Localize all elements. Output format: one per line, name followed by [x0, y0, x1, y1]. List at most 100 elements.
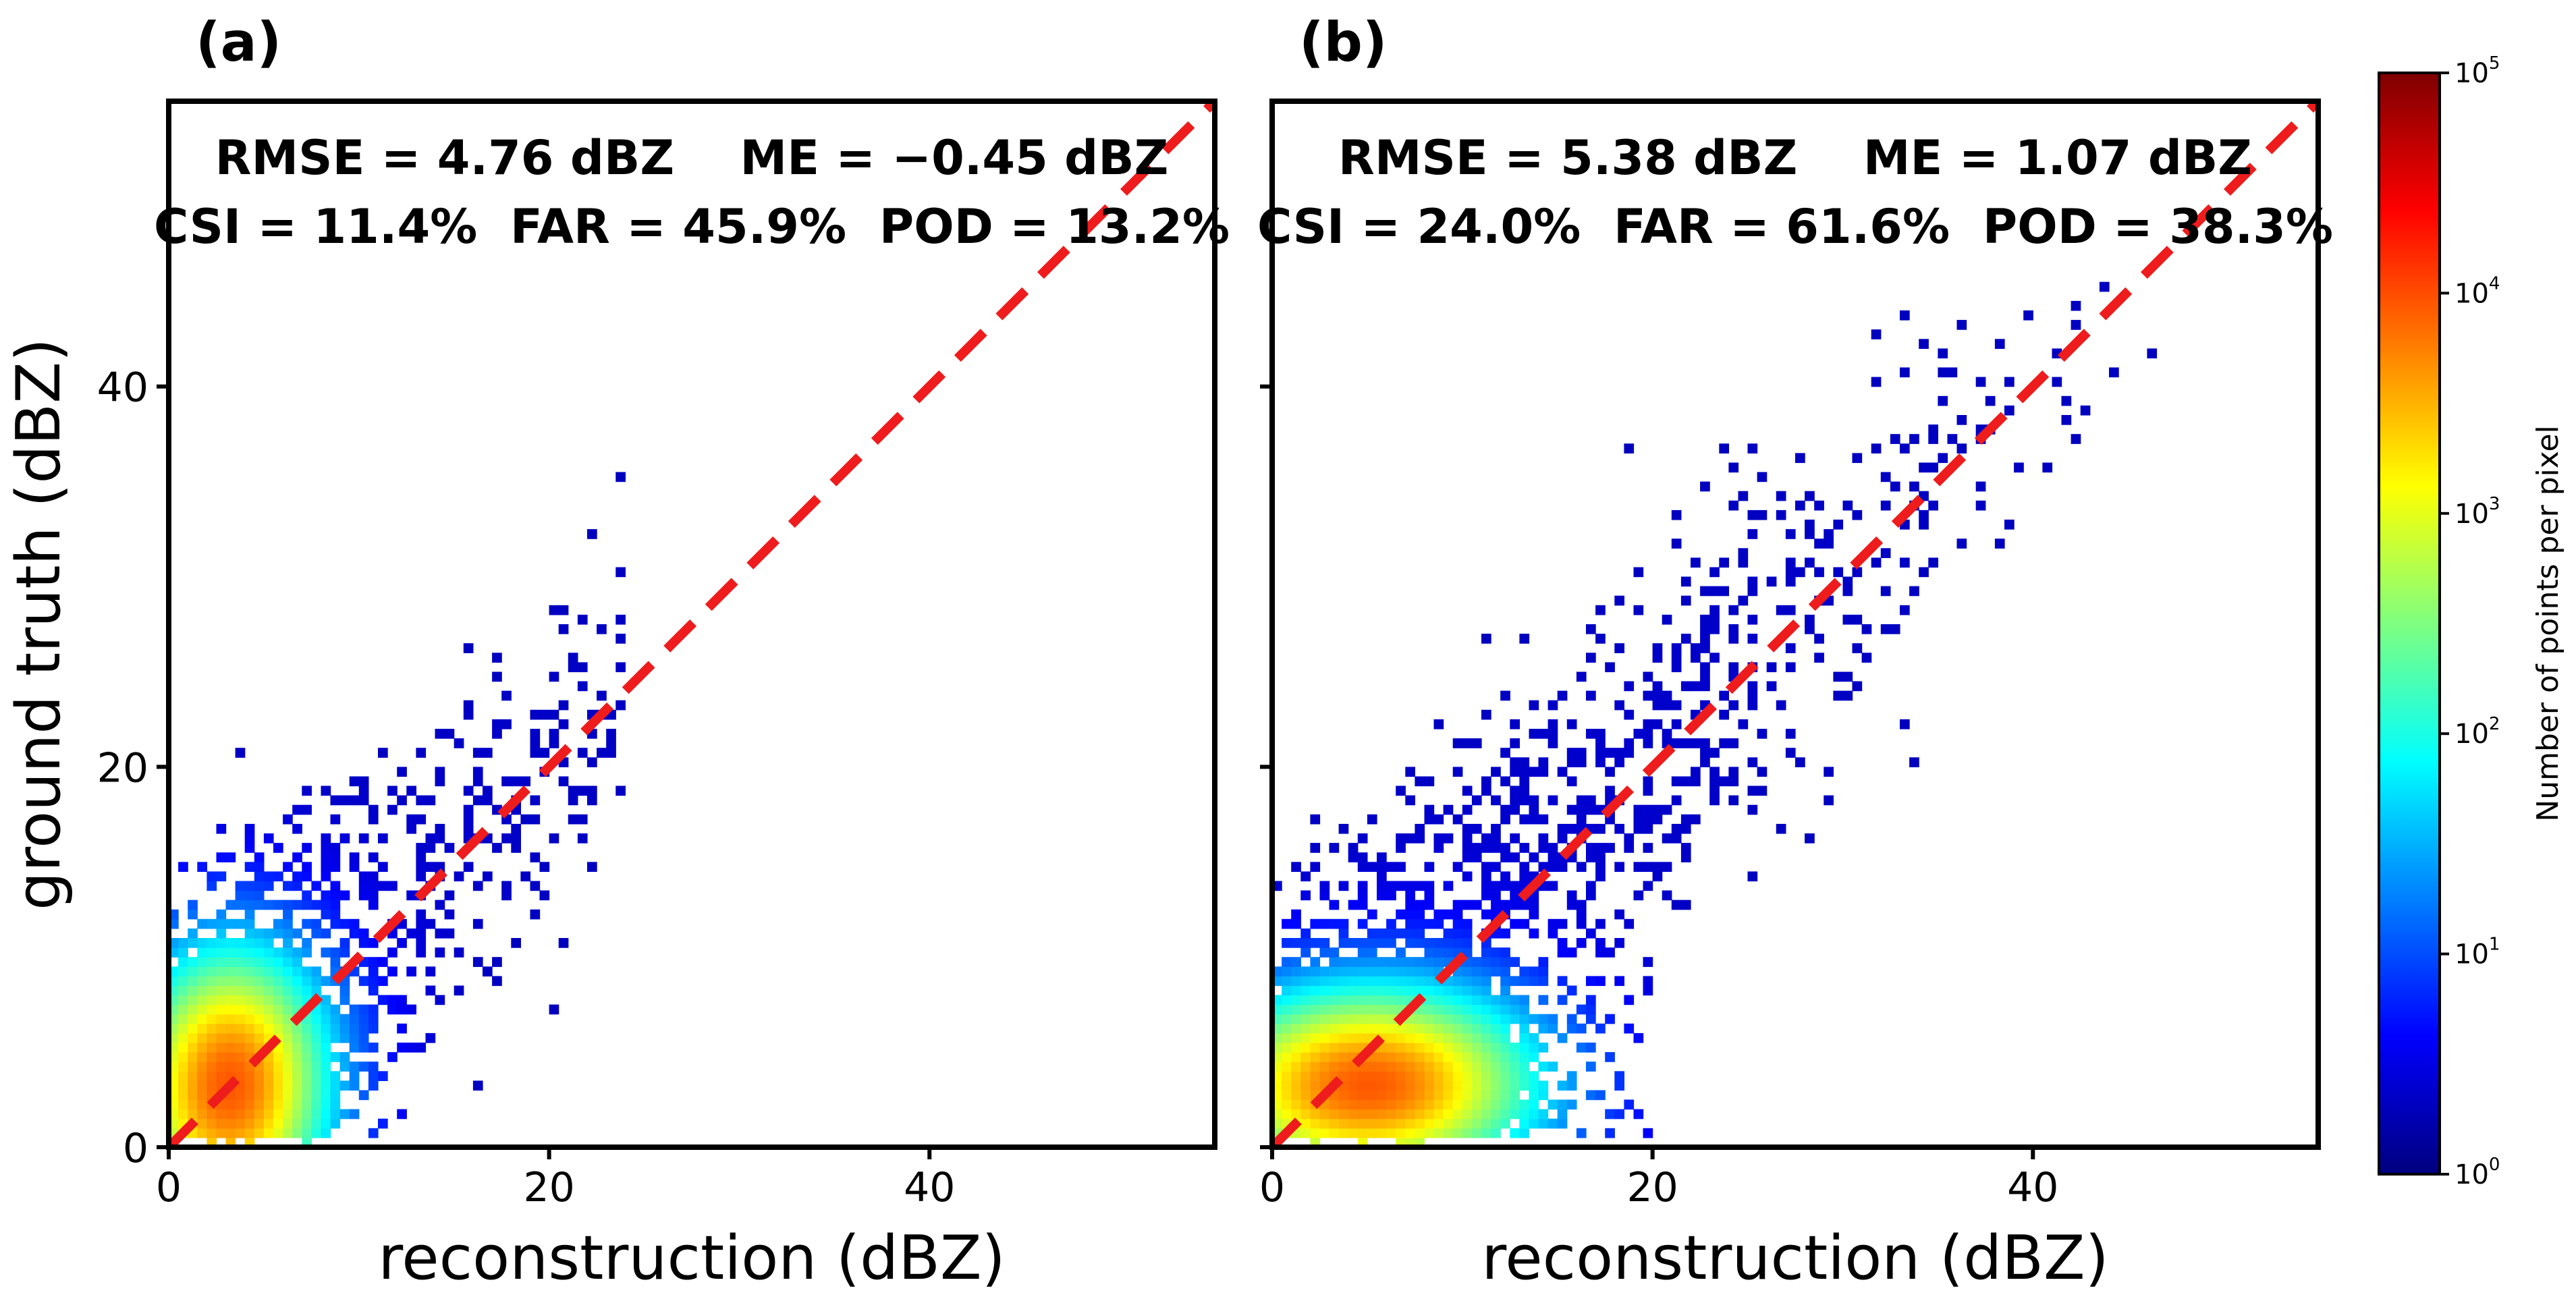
heatmap-cell [1700, 481, 1710, 492]
heatmap-cell [1348, 843, 1359, 853]
heatmap-cell [273, 1128, 283, 1138]
heatmap-cell [1519, 1014, 1530, 1024]
heatmap-cell [1919, 509, 1929, 520]
heatmap-cell [2071, 434, 2081, 444]
y-tick-label: 40 [97, 364, 148, 412]
heatmap-cell [472, 1080, 483, 1091]
heatmap-cell [1900, 557, 1910, 568]
heatmap-cell [283, 1099, 293, 1110]
heatmap-cell [1633, 862, 1644, 872]
heatmap-cell [1386, 918, 1396, 929]
heatmap-cell [368, 1080, 379, 1091]
heatmap-cell [349, 1109, 360, 1120]
heatmap-cell [530, 814, 541, 825]
heatmap-cell [339, 995, 350, 1005]
heatmap-cell [2004, 405, 2015, 416]
heatmap-cell [1424, 976, 1435, 987]
heatmap-cell [358, 1032, 369, 1043]
heatmap-cell [216, 938, 227, 948]
heatmap-cell [1377, 1090, 1387, 1101]
heatmap-cell [235, 1004, 246, 1015]
heatmap-cell [339, 890, 350, 901]
heatmap-cell [1671, 795, 1682, 806]
heatmap-cell [235, 976, 246, 987]
heatmap-cell [1282, 918, 1292, 929]
heatmap-cell [263, 1128, 274, 1138]
heatmap-cell [254, 871, 265, 882]
heatmap-cell [1491, 890, 1501, 901]
heatmap-cell [1529, 814, 1539, 825]
heatmap-cell [1396, 1032, 1406, 1043]
heatmap-cell [311, 1071, 322, 1081]
heatmap-cell [1624, 443, 1635, 453]
heatmap-cell [1586, 852, 1596, 862]
heatmap-cell [1956, 320, 1967, 330]
heatmap-cell [1405, 1043, 1415, 1053]
heatmap-cell [283, 1128, 293, 1138]
heatmap-cell [1557, 1080, 1568, 1091]
heatmap-cell [302, 900, 312, 910]
heatmap-cell [1424, 1118, 1435, 1129]
heatmap-cell [2147, 348, 2158, 359]
heatmap-cell [1833, 567, 1844, 578]
heatmap-cell [1938, 395, 1948, 406]
heatmap-cell [1405, 938, 1415, 948]
heatmap-cell [216, 1014, 227, 1024]
heatmap-cell [1377, 938, 1387, 948]
heatmap-cell [302, 1043, 312, 1053]
heatmap-cell [1614, 976, 1624, 987]
heatmap-cell [330, 957, 341, 967]
heatmap-cell [216, 1061, 227, 1072]
heatmap-cell [1566, 776, 1577, 787]
heatmap-cell [1491, 1043, 1501, 1053]
heatmap-cell [207, 957, 217, 967]
heatmap-cell [1671, 700, 1682, 711]
heatmap-cell [330, 1080, 341, 1091]
heatmap-cell [1624, 748, 1635, 758]
heatmap-cell [425, 833, 436, 844]
heatmap-cell [216, 1032, 227, 1043]
heatmap-cell [283, 957, 293, 967]
heatmap-cell [235, 1023, 246, 1034]
heatmap-cell [283, 881, 293, 891]
heatmap-cell [406, 814, 416, 825]
heatmap-cell [1595, 729, 1606, 739]
heatmap-cell [302, 966, 312, 976]
heatmap-cell [1538, 1043, 1549, 1053]
heatmap-cell [2004, 377, 2015, 387]
heatmap-cell [1433, 1118, 1444, 1129]
heatmap-cell [302, 1052, 312, 1062]
heatmap-cell [1652, 690, 1663, 701]
heatmap-cell [463, 862, 474, 872]
heatmap-cell [397, 1023, 407, 1034]
heatmap-cell [1367, 862, 1377, 872]
heatmap-cell [1643, 738, 1653, 748]
heatmap-cell [1491, 947, 1501, 958]
heatmap-cell [339, 833, 350, 844]
colorbar-label: Number of points per pixel [2531, 425, 2565, 821]
heatmap-cell [225, 995, 236, 1005]
heatmap-cell [1491, 1080, 1501, 1091]
heatmap-cell [1586, 843, 1596, 853]
heatmap-cell [1424, 862, 1435, 872]
heatmap-cell [1510, 918, 1520, 929]
heatmap-cell [188, 1061, 198, 1072]
heatmap-cell [178, 1071, 188, 1081]
heatmap-cell [1975, 500, 1986, 511]
heatmap-cell [1396, 928, 1406, 939]
heatmap-cell [1357, 900, 1368, 910]
heatmap-cell [615, 567, 626, 578]
heatmap-cell [197, 938, 207, 948]
heatmap-cell [1538, 957, 1549, 967]
heatmap-cell [1481, 1061, 1491, 1072]
heatmap-cell [235, 918, 246, 929]
heatmap-cell [1728, 776, 1739, 787]
heatmap-cell [1680, 776, 1691, 787]
heatmap-cell [1471, 1080, 1482, 1091]
heatmap-cell [1500, 814, 1510, 825]
heatmap-cell [1547, 1023, 1558, 1034]
heatmap-cell [1424, 1080, 1435, 1091]
heatmap-cell [1357, 1032, 1368, 1043]
heatmap-cell [178, 957, 188, 967]
heatmap-cell [1319, 918, 1330, 929]
